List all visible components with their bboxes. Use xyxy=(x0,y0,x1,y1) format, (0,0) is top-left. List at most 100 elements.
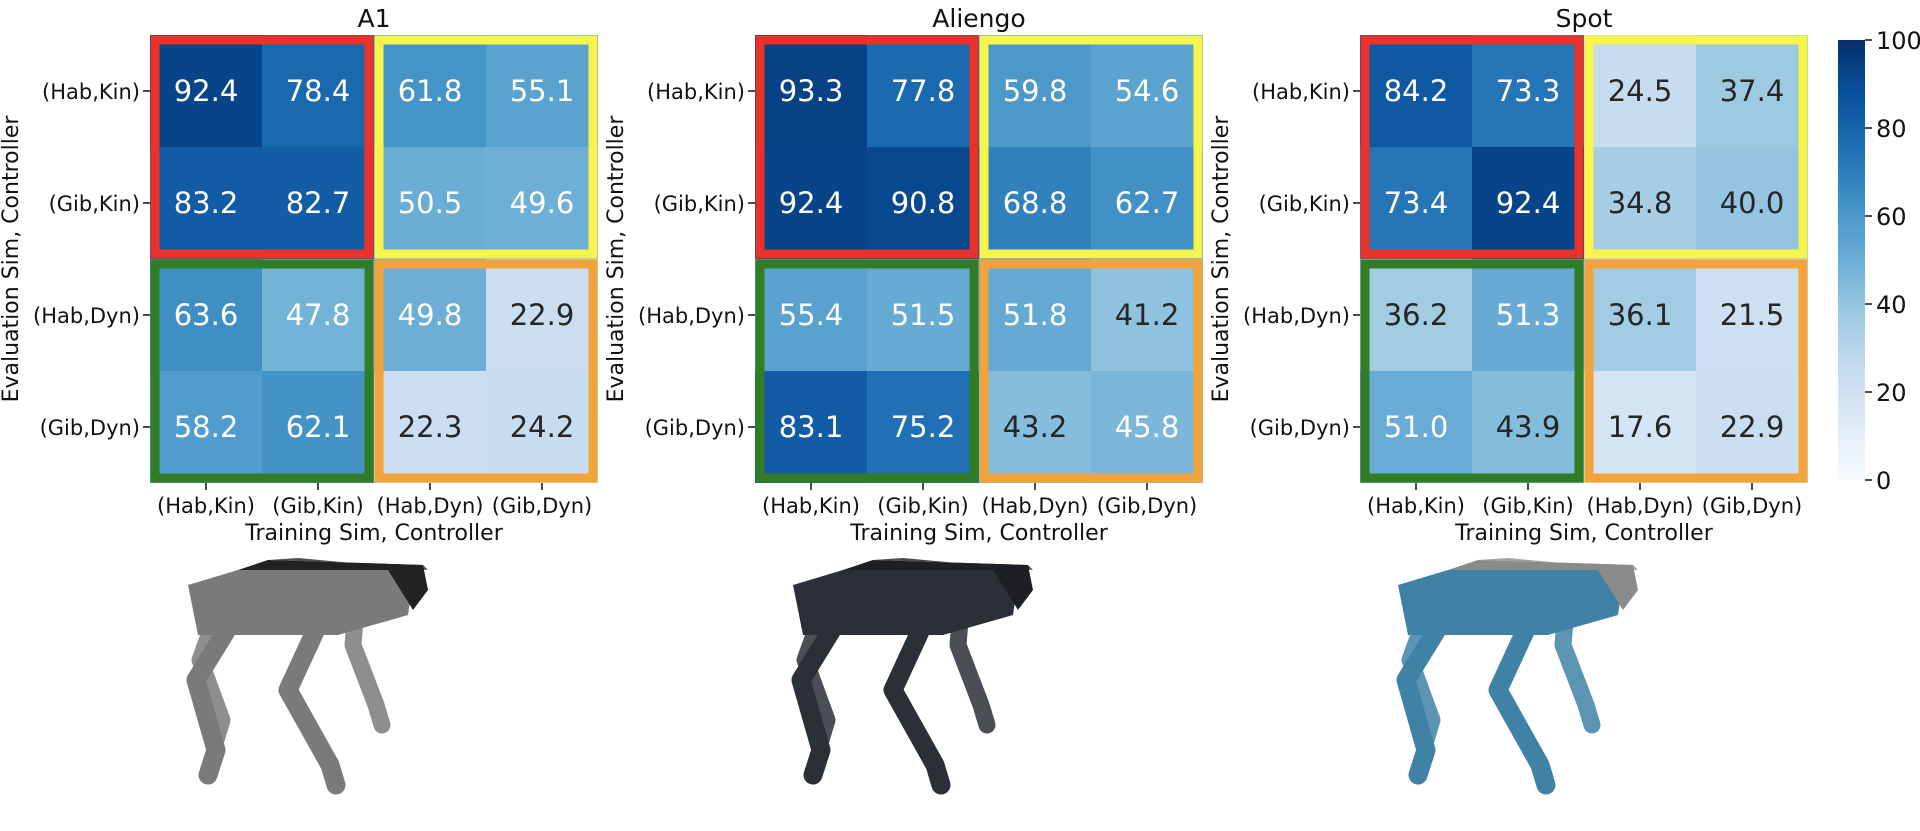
cell-value-label: 22.3 xyxy=(398,410,463,444)
x-tick-label: (Gib,Kin) xyxy=(877,494,968,518)
cell-value-label: 61.8 xyxy=(398,74,463,108)
x-tick-label: (Hab,Dyn) xyxy=(1587,494,1694,518)
heatmap-cell xyxy=(1360,35,1472,147)
cell-value-label: 62.7 xyxy=(1115,186,1180,220)
quadrant-frame-kin-kin xyxy=(150,35,374,259)
heatmap-cell xyxy=(867,259,979,371)
heatmap-cell xyxy=(374,35,486,147)
x-tick-label: (Hab,Dyn) xyxy=(982,494,1089,518)
heatmap-cell xyxy=(979,147,1091,259)
cell-value-label: 36.1 xyxy=(1608,298,1673,332)
quadrant-frame-kin-dyn xyxy=(374,35,598,259)
cell-value-label: 92.4 xyxy=(1496,186,1561,220)
heatmap-cell xyxy=(1091,259,1203,371)
cell-value-label: 55.4 xyxy=(779,298,844,332)
heatmap-cell xyxy=(1584,259,1696,371)
x-axis-label: Training Sim, Controller xyxy=(244,521,503,546)
x-tick-label: (Gib,Kin) xyxy=(1482,494,1573,518)
colorbar-tick-label: 80 xyxy=(1876,115,1907,143)
colorbar-tick-label: 40 xyxy=(1876,291,1907,319)
heatmap-cell xyxy=(1584,371,1696,483)
heatmap-cell xyxy=(486,147,598,259)
cell-value-label: 36.2 xyxy=(1384,298,1449,332)
cell-value-label: 47.8 xyxy=(286,298,351,332)
cell-value-label: 34.8 xyxy=(1608,186,1673,220)
heatmap-cell xyxy=(1696,35,1808,147)
cell-value-label: 24.5 xyxy=(1608,74,1673,108)
cell-value-label: 55.1 xyxy=(510,74,575,108)
colorbar-tick-label: 0 xyxy=(1876,467,1891,495)
heatmap-cell xyxy=(1091,35,1203,147)
cell-value-label: 51.3 xyxy=(1496,298,1561,332)
cell-value-label: 73.4 xyxy=(1384,186,1449,220)
heatmap-cell xyxy=(979,259,1091,371)
y-axis-label: Evaluation Sim, Controller xyxy=(1209,115,1234,403)
quadrant-frame-dyn-dyn xyxy=(979,259,1203,483)
cell-value-label: 50.5 xyxy=(398,186,463,220)
heatmap-cell xyxy=(1584,147,1696,259)
heatmap-cell xyxy=(150,259,262,371)
x-tick-label: (Gib,Dyn) xyxy=(492,494,592,518)
cell-value-label: 41.2 xyxy=(1115,298,1180,332)
cell-value-label: 59.8 xyxy=(1003,74,1068,108)
chart-title: Spot xyxy=(1556,4,1613,33)
quadrant-frame-dyn-kin xyxy=(1360,259,1584,483)
heatmap-cell xyxy=(150,147,262,259)
heatmap-cell xyxy=(1584,35,1696,147)
heatmap-cell xyxy=(755,371,867,483)
cell-value-label: 77.8 xyxy=(891,74,956,108)
x-tick-label: (Hab,Kin) xyxy=(157,494,255,518)
heatmap-cell xyxy=(150,371,262,483)
y-tick-label: (Gib,Dyn) xyxy=(645,416,745,440)
cell-value-label: 45.8 xyxy=(1115,410,1180,444)
heatmap-cell xyxy=(1360,371,1472,483)
x-tick-label: (Gib,Kin) xyxy=(272,494,363,518)
heatmap-cell xyxy=(1696,147,1808,259)
cell-value-label: 78.4 xyxy=(286,74,351,108)
y-tick-label: (Gib,Kin) xyxy=(654,192,745,216)
heatmap-cell xyxy=(486,259,598,371)
colorbar-gradient xyxy=(1838,40,1865,480)
heatmap-cell xyxy=(1472,147,1584,259)
heatmap-cell xyxy=(262,371,374,483)
heatmap-cell xyxy=(150,35,262,147)
heatmap-cell xyxy=(1696,371,1808,483)
cell-value-label: 21.5 xyxy=(1720,298,1785,332)
heatmap-cell xyxy=(1472,35,1584,147)
heatmap-cell xyxy=(755,259,867,371)
colorbar-tick-label: 60 xyxy=(1876,203,1907,231)
cell-value-label: 40.0 xyxy=(1720,186,1785,220)
cell-value-label: 82.7 xyxy=(286,186,351,220)
colorbar: 0 20 40 60 80 100 xyxy=(1838,27,1920,495)
heatmap-cell xyxy=(374,259,486,371)
cell-value-label: 75.2 xyxy=(891,410,956,444)
cell-value-label: 22.9 xyxy=(1720,410,1785,444)
heatmap-cell xyxy=(979,35,1091,147)
colorbar-tick-label: 20 xyxy=(1876,379,1907,407)
x-tick-label: (Gib,Dyn) xyxy=(1097,494,1197,518)
heatmap-cell xyxy=(979,371,1091,483)
quadrant-frame-kin-dyn xyxy=(979,35,1203,259)
heatmap-cell xyxy=(755,147,867,259)
cell-value-label: 90.8 xyxy=(891,186,956,220)
heatmap-cell xyxy=(1360,147,1472,259)
cell-value-label: 22.9 xyxy=(510,298,575,332)
heatmap-cell xyxy=(1696,259,1808,371)
aliengo-robot-image xyxy=(791,558,1033,795)
cell-value-label: 49.8 xyxy=(398,298,463,332)
cell-value-label: 92.4 xyxy=(174,74,239,108)
chart-title: A1 xyxy=(357,4,390,33)
heatmap-cell xyxy=(1091,147,1203,259)
cell-value-label: 24.2 xyxy=(510,410,575,444)
heatmap-cell xyxy=(867,371,979,483)
quadrant-frame-kin-kin xyxy=(755,35,979,259)
x-tick-label: (Hab,Kin) xyxy=(762,494,860,518)
cell-value-label: 63.6 xyxy=(174,298,239,332)
heatmap-cell xyxy=(262,35,374,147)
colorbar-tick-label: 100 xyxy=(1876,27,1920,55)
cell-value-label: 58.2 xyxy=(174,410,239,444)
heatmap-cell xyxy=(1360,259,1472,371)
cell-value-label: 62.1 xyxy=(286,410,351,444)
y-tick-label: (Hab,Kin) xyxy=(647,80,745,104)
